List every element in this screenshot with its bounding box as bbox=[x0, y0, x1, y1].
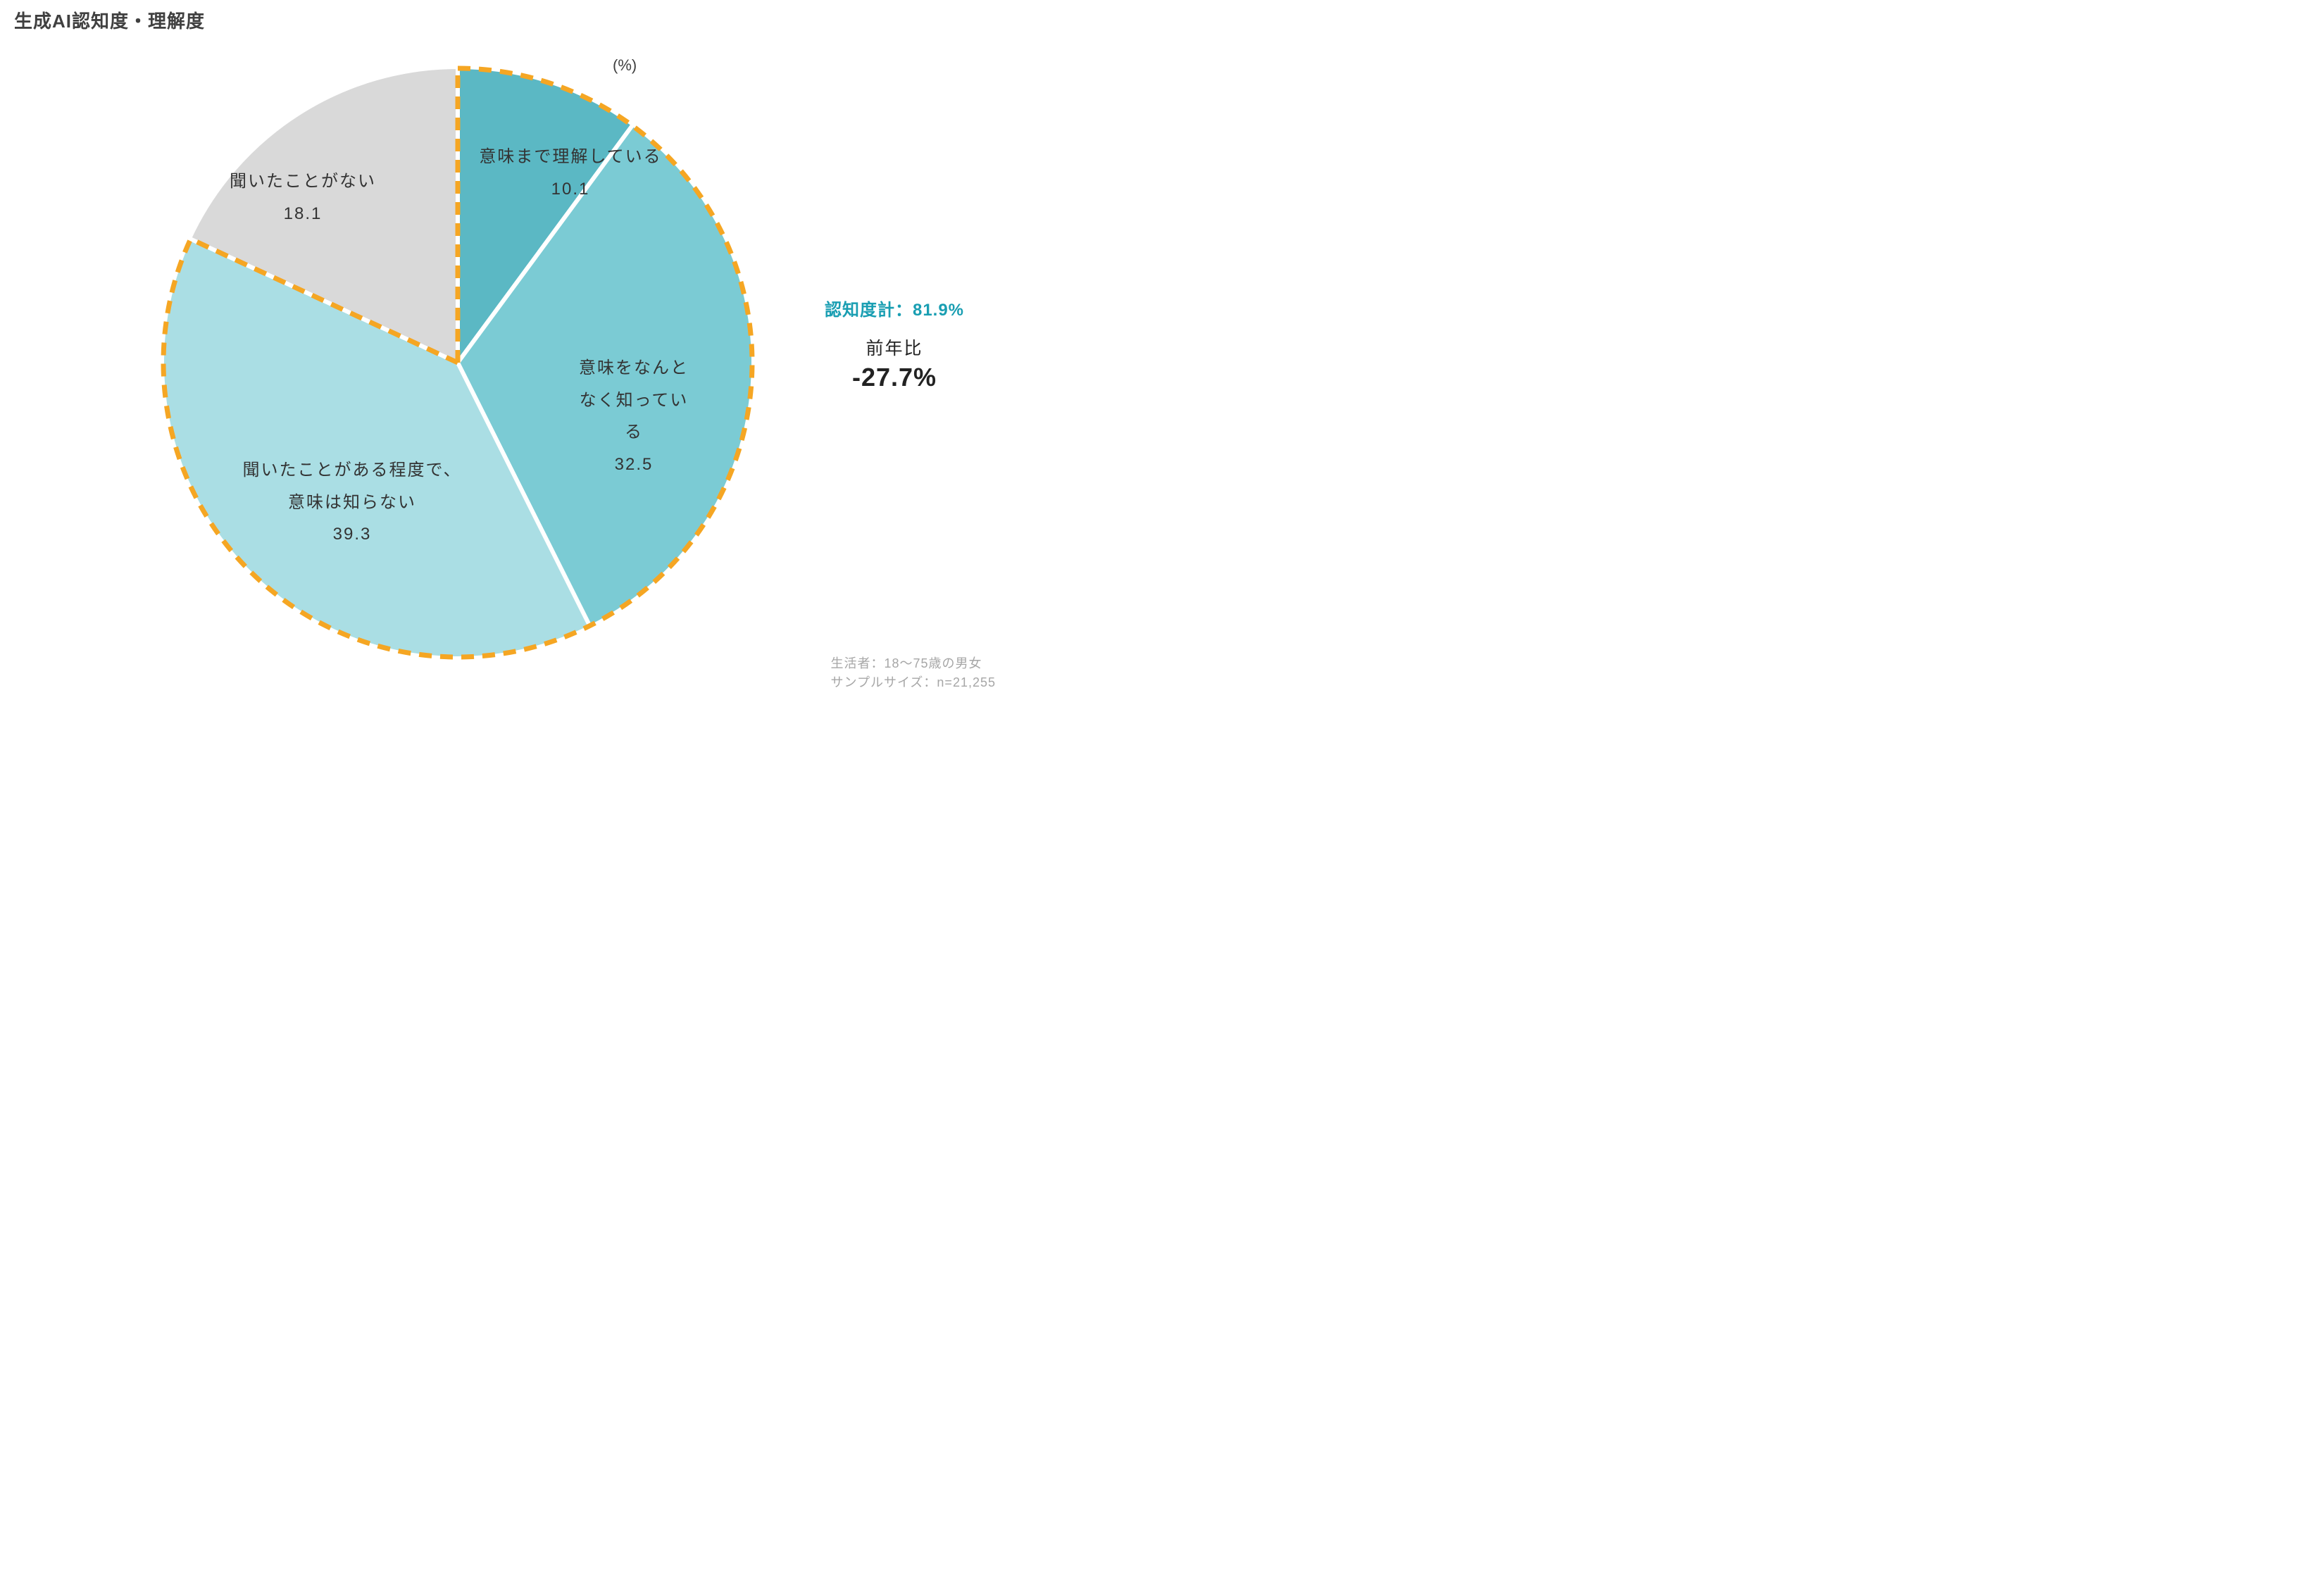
annotation-box: 認知度計：81.9% 前年比 -27.7% bbox=[796, 296, 993, 392]
annotation-sub-label: 前年比 bbox=[796, 335, 993, 360]
footnote-line2: サンプルサイズ：n=21,255 bbox=[831, 673, 997, 692]
footnote-line1: 生活者：18～75歳の男女 bbox=[831, 654, 997, 673]
chart-title: 生成AI認知度・理解度 bbox=[14, 7, 205, 33]
annotation-title: 認知度計：81.9% bbox=[796, 296, 993, 320]
annotation-delta: -27.7% bbox=[796, 363, 993, 392]
slice-label-know_somewhat: 意味をなんとなく知っている32.5 bbox=[570, 352, 697, 480]
footnote: 生活者：18～75歳の男女 サンプルサイズ：n=21,255 bbox=[831, 654, 997, 692]
slice-label-heard_only: 聞いたことがある程度で、意味は知らない39.3 bbox=[242, 454, 461, 551]
slice-label-understand_fully: 意味まで理解している10.1 bbox=[479, 141, 661, 205]
pie-chart: 意味まで理解している10.1 意味をなんとなく知っている32.5 聞いたことがある程… bbox=[155, 60, 761, 665]
slice-label-never_heard: 聞いたことがない18.1 bbox=[230, 165, 376, 230]
